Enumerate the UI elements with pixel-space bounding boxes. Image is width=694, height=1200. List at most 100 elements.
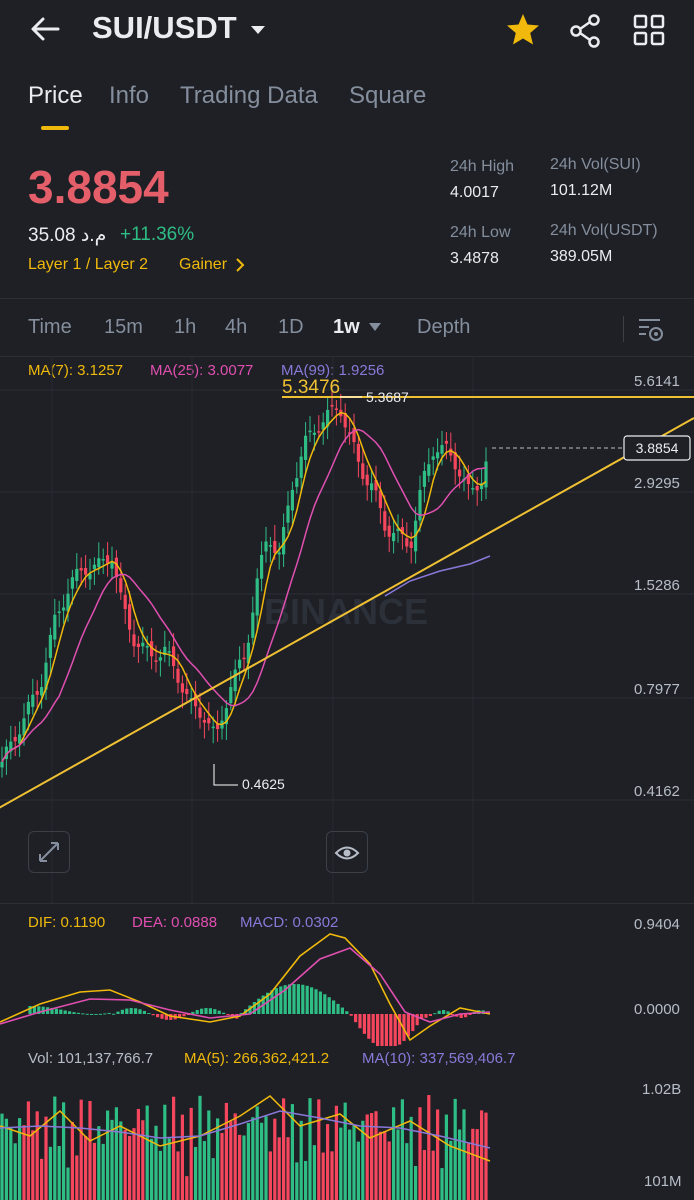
tab-info[interactable]: Info bbox=[109, 82, 150, 109]
tf-1w[interactable]: 1w bbox=[333, 316, 360, 338]
macd-bar bbox=[362, 1014, 366, 1034]
macd-bar bbox=[371, 1014, 375, 1043]
candle bbox=[224, 708, 228, 725]
volume-bar bbox=[123, 1129, 127, 1200]
volume-bar bbox=[466, 1143, 470, 1200]
volume-bar bbox=[119, 1121, 123, 1200]
expand-icon bbox=[39, 842, 59, 862]
candle bbox=[431, 456, 435, 460]
volume-bar bbox=[31, 1130, 35, 1200]
chevron-down-icon[interactable] bbox=[250, 24, 266, 36]
candle bbox=[418, 489, 422, 521]
current-price-box bbox=[623, 435, 691, 461]
tf-depth[interactable]: Depth bbox=[417, 316, 471, 338]
candle bbox=[317, 431, 321, 433]
vol-sui-label: 24h Vol(SUI) bbox=[550, 156, 641, 173]
volume-bar bbox=[422, 1150, 426, 1200]
macd-bar bbox=[222, 1012, 226, 1014]
candle bbox=[92, 564, 96, 570]
tf-4h[interactable]: 4h bbox=[225, 316, 248, 338]
candle bbox=[361, 463, 365, 479]
candle bbox=[282, 527, 286, 555]
candle bbox=[484, 461, 488, 488]
star-icon[interactable] bbox=[505, 12, 541, 48]
macd-bar bbox=[226, 1014, 230, 1015]
back-arrow-icon[interactable] bbox=[28, 14, 62, 44]
candle bbox=[480, 483, 484, 490]
volume-bar bbox=[312, 1145, 316, 1200]
tf-15m[interactable]: 15m bbox=[104, 316, 143, 338]
y-label: 2.9295 bbox=[634, 475, 680, 492]
tab-price[interactable]: Price bbox=[28, 82, 83, 109]
macd-bar bbox=[90, 1013, 94, 1015]
category-tag[interactable]: Layer 1 / Layer 2 bbox=[28, 256, 149, 273]
candle bbox=[57, 611, 61, 614]
candle bbox=[246, 642, 250, 664]
volume-chart[interactable]: 1.02B 101M bbox=[0, 1066, 694, 1200]
macd-bar bbox=[156, 1014, 160, 1018]
resistance-label: 5.3476 bbox=[282, 377, 340, 398]
volume-bar bbox=[251, 1117, 255, 1200]
pair-title[interactable]: SUI/USDT bbox=[92, 10, 237, 45]
candle bbox=[229, 687, 233, 704]
volume-bar bbox=[436, 1109, 440, 1200]
candle bbox=[163, 646, 167, 656]
tab-square[interactable]: Square bbox=[349, 82, 427, 109]
volume-bars bbox=[0, 1095, 488, 1200]
macd-bar bbox=[98, 1013, 102, 1015]
share-icon[interactable] bbox=[568, 13, 604, 49]
volume-bar bbox=[282, 1098, 286, 1200]
macd-bar bbox=[301, 984, 305, 1014]
candle bbox=[251, 612, 255, 638]
macd-bar bbox=[327, 997, 331, 1014]
y-label: 1.02B bbox=[642, 1081, 681, 1098]
candle bbox=[53, 614, 57, 640]
y-label: 1.5286 bbox=[634, 577, 680, 594]
candle bbox=[202, 719, 206, 723]
macd-bar bbox=[186, 1014, 190, 1015]
chart-settings-icon[interactable] bbox=[636, 314, 666, 344]
candle bbox=[304, 435, 308, 460]
macd-bar bbox=[354, 1014, 358, 1023]
macd-bar bbox=[310, 987, 314, 1014]
macd-bar bbox=[314, 989, 318, 1014]
tab-trading-data[interactable]: Trading Data bbox=[180, 82, 318, 109]
macd-bar bbox=[239, 1012, 243, 1014]
candle bbox=[255, 578, 259, 616]
candle bbox=[348, 432, 352, 434]
volume-bar bbox=[317, 1099, 321, 1200]
macd-bar bbox=[433, 1013, 437, 1015]
vol-ma5-legend: MA(5): 266,362,421.2 bbox=[184, 1050, 330, 1067]
fullscreen-button[interactable] bbox=[28, 831, 70, 873]
grid-icon[interactable] bbox=[632, 13, 668, 49]
candle bbox=[392, 532, 396, 542]
tf-1d[interactable]: 1D bbox=[278, 316, 304, 338]
macd-histogram bbox=[28, 984, 490, 1046]
volume-bar bbox=[304, 1160, 308, 1200]
volume-bar bbox=[40, 1158, 44, 1200]
visibility-button[interactable] bbox=[326, 831, 368, 873]
macd-bar bbox=[358, 1014, 362, 1029]
y-label: 0.7977 bbox=[634, 681, 680, 698]
macd-bar bbox=[85, 1013, 89, 1015]
volume-bar bbox=[48, 1146, 52, 1200]
macd-bar bbox=[424, 1014, 428, 1018]
chevron-down-icon[interactable] bbox=[368, 322, 382, 332]
tf-1h[interactable]: 1h bbox=[174, 316, 197, 338]
candlestick-chart[interactable]: BINANCE 5.3476 5.3687 0.4625 3.8854 5.61… bbox=[0, 356, 694, 904]
tf-time[interactable]: Time bbox=[28, 316, 72, 338]
candle bbox=[158, 657, 162, 661]
gainer-tag[interactable]: Gainer bbox=[179, 256, 228, 273]
volume-bar bbox=[444, 1114, 448, 1200]
macd-chart[interactable]: 0.9404 0.0000 bbox=[0, 904, 694, 1046]
volume-bar bbox=[136, 1108, 140, 1200]
vol-ma10-line bbox=[0, 1110, 491, 1149]
macd-bar bbox=[178, 1014, 182, 1019]
macd-bar bbox=[134, 1008, 138, 1014]
volume-bar bbox=[180, 1114, 184, 1200]
macd-bar bbox=[257, 998, 261, 1014]
macd-bar bbox=[120, 1009, 124, 1014]
macd-bar bbox=[129, 1008, 133, 1014]
volume-bar bbox=[471, 1128, 475, 1200]
volume-bar bbox=[352, 1125, 356, 1200]
